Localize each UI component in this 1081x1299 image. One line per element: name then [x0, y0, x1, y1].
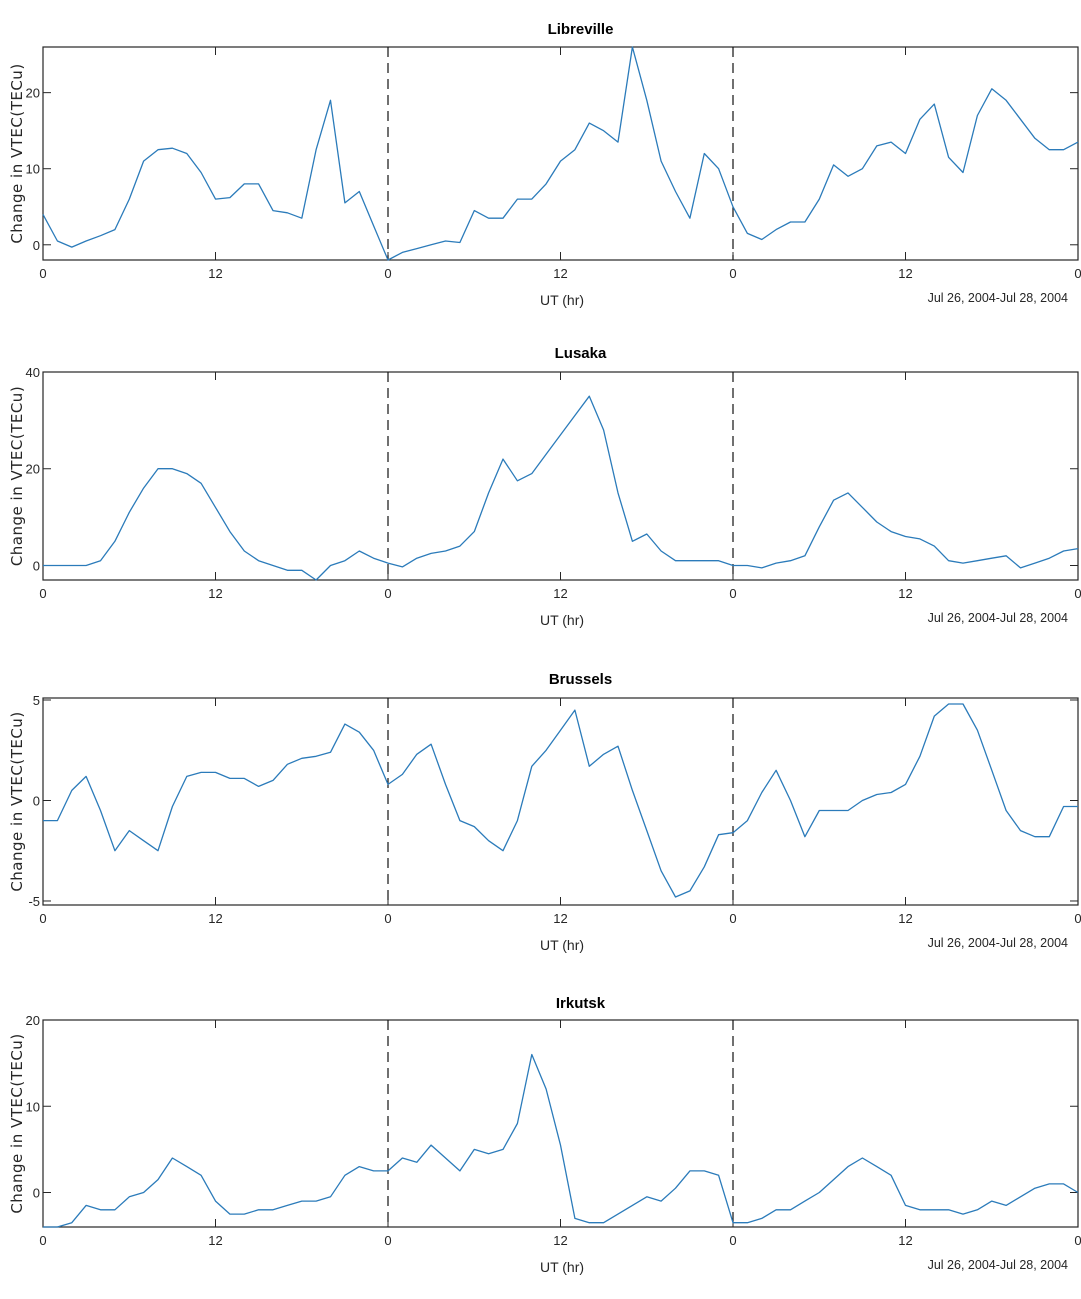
panel-irkutsk: Irkutsk Change in VTEC(TECu) 0 10 20 0 12 0 12 0 1… [8, 995, 1081, 1275]
panel-title: Libreville [548, 21, 614, 38]
date-range-label: Jul 26, 2004-Jul 28, 2004 [928, 291, 1068, 305]
x-tick-label: 12 [898, 911, 912, 926]
plot-frame [42, 697, 1079, 906]
panel-title: Irkutsk [556, 995, 606, 1012]
x-tick-label: 12 [898, 586, 912, 601]
x-tick-label: 12 [208, 1233, 222, 1248]
x-tick-label: 0 [384, 911, 391, 926]
y-tick-label: 0 [33, 238, 40, 253]
x-tick-label: 12 [208, 586, 222, 601]
date-range-label: Jul 26, 2004-Jul 28, 2004 [928, 936, 1068, 950]
y-tick-label: 10 [26, 162, 40, 177]
y-axis-label: Change in VTEC(TECu) [8, 711, 26, 891]
y-tick-label: 20 [26, 1013, 40, 1028]
series-line [43, 395, 1079, 581]
x-tick-label: 0 [39, 266, 46, 281]
x-tick-label: 0 [39, 586, 46, 601]
y-tick-label: 10 [26, 1099, 40, 1114]
panel-lusaka: Lusaka Change in VTEC(TECu) 0 20 40 0 12 0 12 0 12… [8, 345, 1081, 628]
series-line [43, 703, 1078, 898]
x-tick-label: 0 [384, 586, 391, 601]
x-tick-label: 0 [1074, 911, 1081, 926]
x-tick-label: 12 [553, 1233, 567, 1248]
x-tick-label: 12 [553, 911, 567, 926]
x-tick-label: 0 [1074, 1233, 1081, 1248]
x-tick-label: 0 [729, 911, 736, 926]
y-tick-label: 20 [26, 462, 40, 477]
x-tick-label: 12 [553, 266, 567, 281]
plot-frame [42, 46, 1079, 261]
x-tick-label: 12 [208, 266, 222, 281]
x-axis-label: UT (hr) [540, 612, 584, 628]
y-tick-label: 20 [26, 86, 40, 101]
x-tick-label: 0 [729, 266, 736, 281]
x-tick-label: 0 [384, 1233, 391, 1248]
plot-frame [42, 1019, 1079, 1228]
panel-libreville: Libreville Change in VTEC(TECu) 0 10 20 0 12 0 1… [8, 21, 1081, 308]
y-axis-label: Change in VTEC(TECu) [8, 1033, 26, 1213]
plot-frame [42, 371, 1079, 581]
y-tick-label: -5 [28, 894, 40, 909]
x-tick-label: 0 [39, 1233, 46, 1248]
y-axis-label: Change in VTEC(TECu) [8, 386, 26, 566]
panel-title: Brussels [549, 671, 612, 688]
y-tick-label: 0 [33, 558, 40, 573]
x-tick-label: 0 [39, 911, 46, 926]
y-tick-label: 40 [26, 365, 40, 380]
x-axis-label: UT (hr) [540, 937, 584, 953]
y-tick-label: 0 [33, 793, 40, 808]
x-tick-label: 0 [1074, 586, 1081, 601]
panel-title: Lusaka [555, 345, 607, 362]
y-tick-label: 0 [33, 1186, 40, 1201]
series-line [43, 1053, 1079, 1228]
x-tick-label: 0 [729, 586, 736, 601]
x-tick-label: 0 [729, 1233, 736, 1248]
x-tick-label: 0 [1074, 266, 1081, 281]
date-range-label: Jul 26, 2004-Jul 28, 2004 [928, 611, 1068, 625]
x-tick-label: 0 [384, 266, 391, 281]
x-tick-label: 12 [553, 586, 567, 601]
date-range-label: Jul 26, 2004-Jul 28, 2004 [928, 1258, 1068, 1272]
y-axis-label: Change in VTEC(TECu) [8, 63, 26, 243]
x-axis-label: UT (hr) [540, 292, 584, 308]
series-line [42, 46, 1079, 261]
x-tick-label: 12 [898, 1233, 912, 1248]
panel-brussels: Brussels Change in VTEC(TECu)-5 0 5 0 12 0 12 0 1… [8, 671, 1081, 953]
x-tick-label: 12 [898, 266, 912, 281]
x-axis-label: UT (hr) [540, 1259, 584, 1275]
y-tick-label: 5 [33, 693, 40, 708]
x-tick-label: 12 [208, 911, 222, 926]
